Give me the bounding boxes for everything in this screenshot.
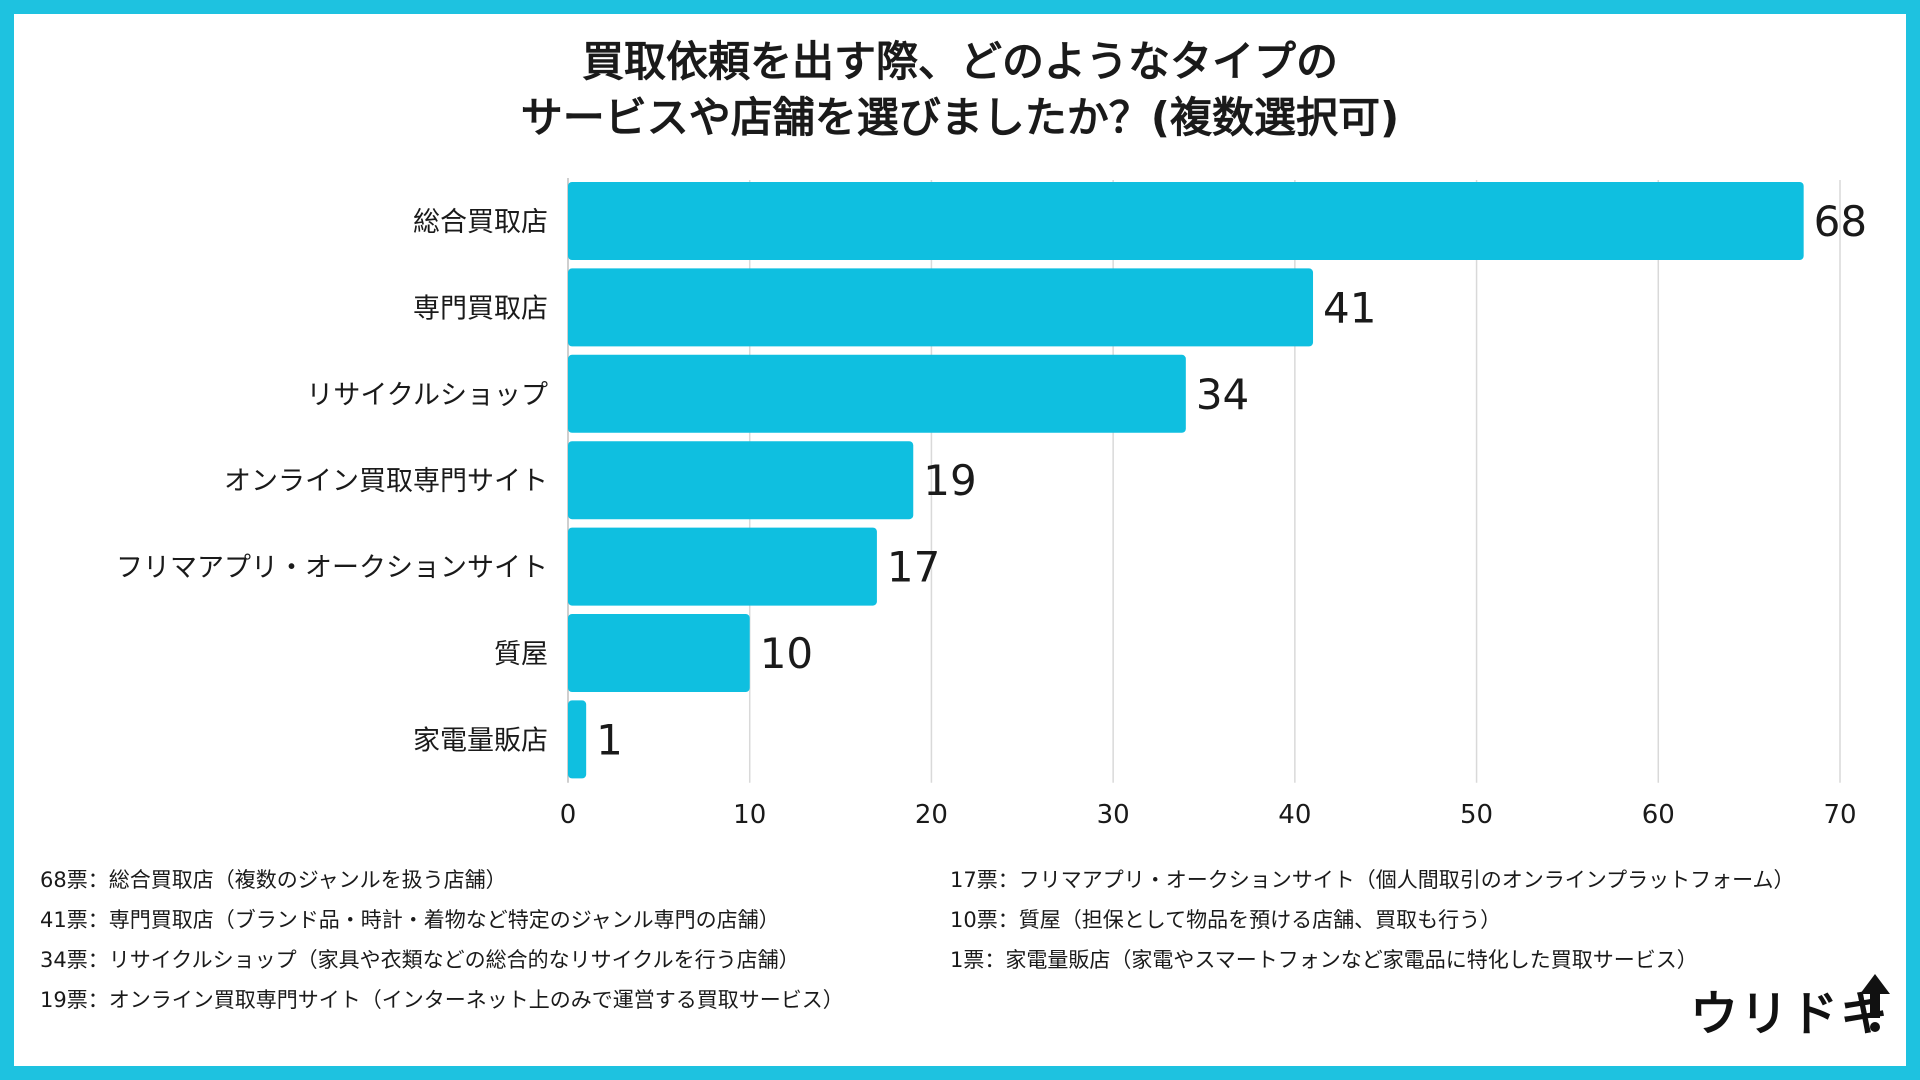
x-tick-label: 40 [1278,800,1311,830]
note-item: 10票：質屋（担保として物品を預ける店舗、買取も行う） [950,908,1502,932]
data-label: 34 [1196,370,1249,419]
x-tick-label: 20 [915,800,948,830]
category-label: 質屋 [494,639,548,670]
bar [568,441,914,520]
data-label: 68 [1814,197,1867,246]
chart-title-line1: 買取依頼を出す際、どのようなタイプの [581,37,1338,86]
data-label: 41 [1323,283,1376,332]
x-tick-label: 30 [1097,800,1130,830]
bar [568,527,877,606]
bar [568,182,1804,260]
chart-title-line2: サービスや店舗を選びましたか？(複数選択可) [520,93,1400,142]
note-item: 68票：総合買取店（複数のジャンルを扱う店舗） [40,868,507,892]
data-label: 1 [596,715,623,764]
note-item: 19票：オンライン買取専門サイト（インターネット上のみで運営する買取サービス） [40,988,844,1012]
logo-text: ウリドキ [1690,986,1891,1042]
category-label: 専門買取店 [413,293,548,324]
data-label: 17 [887,543,940,592]
category-label: オンライン買取専門サイト [224,466,548,497]
note-item: 1票：家電量販店（家電やスマートフォンなど家電品に特化した買取サービス） [950,948,1698,972]
notes-left: 68票：総合買取店（複数のジャンルを扱う店舗） 41票：専門買取店（ブランド品・… [40,860,844,1020]
category-label: 総合買取店 [413,207,548,238]
category-label: リサイクルショップ [306,380,548,411]
bar [568,354,1186,433]
note-item: 41票：専門買取店（ブランド品・時計・着物など特定のジャンル専門の店舗） [40,908,780,932]
category-label: フリマアプリ・オークションサイト [116,553,548,584]
bar [568,700,587,779]
bar [568,268,1314,347]
data-label: 10 [760,629,813,678]
x-tick-label: 50 [1460,800,1493,830]
data-label: 19 [923,456,976,505]
notes-right: 17票：フリマアプリ・オークションサイト（個人間取引のオンラインプラットフォーム… [950,860,1794,980]
x-tick-label: 0 [560,800,577,830]
bar [568,614,750,692]
note-item: 34票：リサイクルショップ（家具や衣類などの総合的なリサイクルを行う店舗） [40,948,800,972]
category-label: 家電量販店 [413,725,548,756]
x-tick-label: 10 [733,800,766,830]
x-tick-label: 70 [1823,800,1856,830]
up-arrow-icon [1860,974,1890,1032]
note-item: 17票：フリマアプリ・オークションサイト（個人間取引のオンラインプラットフォーム… [950,868,1795,892]
x-tick-label: 60 [1642,800,1675,830]
